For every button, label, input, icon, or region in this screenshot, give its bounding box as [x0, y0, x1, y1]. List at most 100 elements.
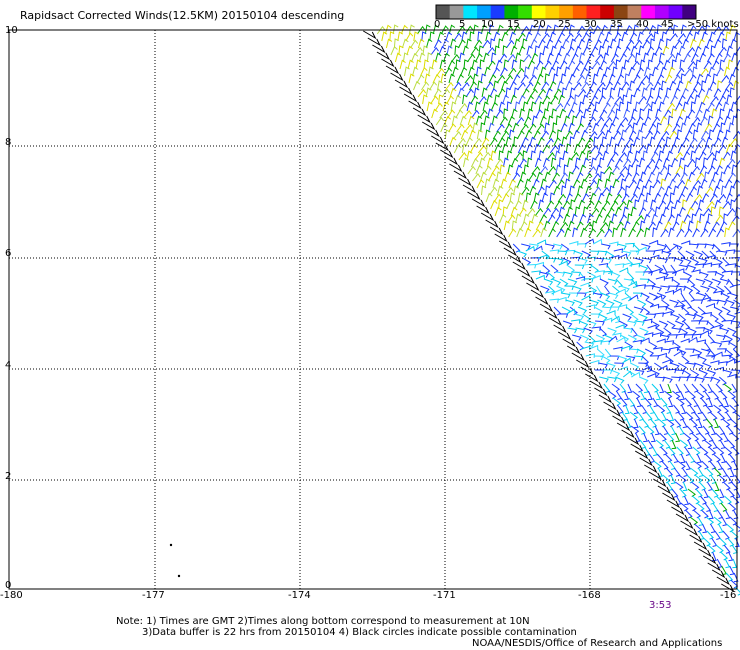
- edge-barb: [544, 310, 558, 320]
- wind-barb: [582, 46, 590, 56]
- wind-barb: [548, 66, 556, 77]
- wind-barb: [562, 102, 571, 112]
- wind-barb: [678, 313, 687, 323]
- wind-barb: [615, 221, 624, 231]
- wind-barb: [587, 116, 597, 126]
- wind-barb: [531, 115, 538, 126]
- wind-barb: [473, 87, 480, 98]
- wind-barb: [669, 80, 677, 91]
- wind-barb: [613, 248, 624, 254]
- wind-barb: [631, 371, 641, 378]
- wind-barb: [603, 383, 611, 393]
- wind-barb: [656, 292, 667, 300]
- scale-label: 0: [434, 19, 441, 30]
- wind-barb: [460, 66, 468, 77]
- edge-barb: [598, 394, 613, 404]
- wind-barb: [636, 129, 643, 140]
- wind-barb: [705, 467, 714, 477]
- wind-barb: [639, 376, 649, 384]
- wind-barb: [542, 207, 552, 217]
- wind-barb: [656, 338, 666, 344]
- wind-barb: [713, 38, 722, 49]
- wind-barb: [514, 101, 521, 112]
- wind-barb: [634, 101, 641, 112]
- wind-barb: [649, 136, 656, 147]
- wind-barb: [680, 24, 687, 35]
- wind-barb: [555, 271, 566, 277]
- wind-barb: [665, 136, 671, 147]
- wind-barb: [557, 143, 564, 154]
- color-scale-swatch: [449, 5, 464, 19]
- wind-barb: [687, 109, 696, 119]
- wind-barb: [653, 192, 661, 203]
- wind-barb: [630, 94, 636, 105]
- wind-barb: [683, 164, 689, 175]
- wind-barb: [578, 52, 586, 63]
- wind-barb: [726, 313, 737, 321]
- wind-barb: [723, 270, 733, 276]
- wind-barb: [725, 143, 733, 154]
- wind-barb: [491, 165, 500, 175]
- wind-barb: [444, 67, 453, 77]
- wind-barb: [619, 383, 627, 393]
- wind-barb: [697, 355, 707, 363]
- wind-barb: [466, 53, 476, 63]
- wind-barb: [534, 95, 542, 105]
- wind-barb: [694, 157, 701, 168]
- wind-barb: [526, 95, 534, 105]
- wind-barb: [573, 193, 582, 203]
- wind-barb: [513, 87, 520, 98]
- wind-barb: [682, 369, 692, 378]
- wind-barb: [494, 94, 500, 105]
- wind-barb: [701, 460, 709, 470]
- wind-barb: [662, 45, 670, 56]
- wind-barb: [541, 192, 549, 203]
- color-scale-swatch: [518, 5, 533, 19]
- wind-barb: [599, 222, 609, 231]
- wind-barb: [692, 495, 701, 505]
- wind-barb: [670, 425, 677, 436]
- y-tick-label: 0: [5, 580, 12, 591]
- wind-barb: [611, 213, 618, 224]
- wind-barb: [689, 306, 699, 316]
- wind-barb: [684, 228, 693, 238]
- wind-barb: [669, 244, 679, 252]
- wind-barb: [717, 299, 728, 306]
- wind-barb: [653, 81, 661, 91]
- wind-barb: [724, 129, 731, 140]
- wind-barb: [679, 439, 689, 449]
- wind-barb: [670, 45, 677, 56]
- wind-barb: [603, 166, 613, 175]
- wind-barb: [661, 192, 669, 203]
- wind-barb: [639, 220, 646, 231]
- wind-barb: [698, 101, 706, 112]
- wind-barb: [606, 158, 615, 168]
- wind-barb: [659, 432, 667, 442]
- wind-barb: [489, 38, 496, 49]
- wind-barb: [731, 164, 738, 175]
- wind-barb: [478, 45, 484, 56]
- wind-barb: [487, 60, 496, 70]
- wind-barb: [674, 52, 682, 63]
- wind-barb: [492, 130, 501, 140]
- wind-barb: [595, 334, 606, 342]
- wind-barb: [681, 185, 689, 196]
- wind-barb: [647, 221, 656, 231]
- wind-barb: [571, 271, 582, 277]
- wind-barb: [712, 26, 722, 35]
- wind-barb: [542, 45, 549, 56]
- wind-barb: [584, 238, 595, 245]
- wind-barb: [690, 200, 699, 210]
- wind-barb: [676, 179, 686, 189]
- wind-barb: [590, 157, 597, 168]
- wind-barb: [670, 474, 676, 485]
- wind-barb: [695, 327, 706, 332]
- wind-barb: [572, 285, 582, 293]
- wind-barb: [711, 60, 720, 70]
- wind-barb: [723, 432, 729, 443]
- edge-barb: [408, 100, 422, 110]
- wind-barb: [430, 46, 439, 56]
- wind-barb: [701, 31, 708, 42]
- wind-barb: [601, 355, 611, 364]
- wind-barb: [512, 74, 521, 84]
